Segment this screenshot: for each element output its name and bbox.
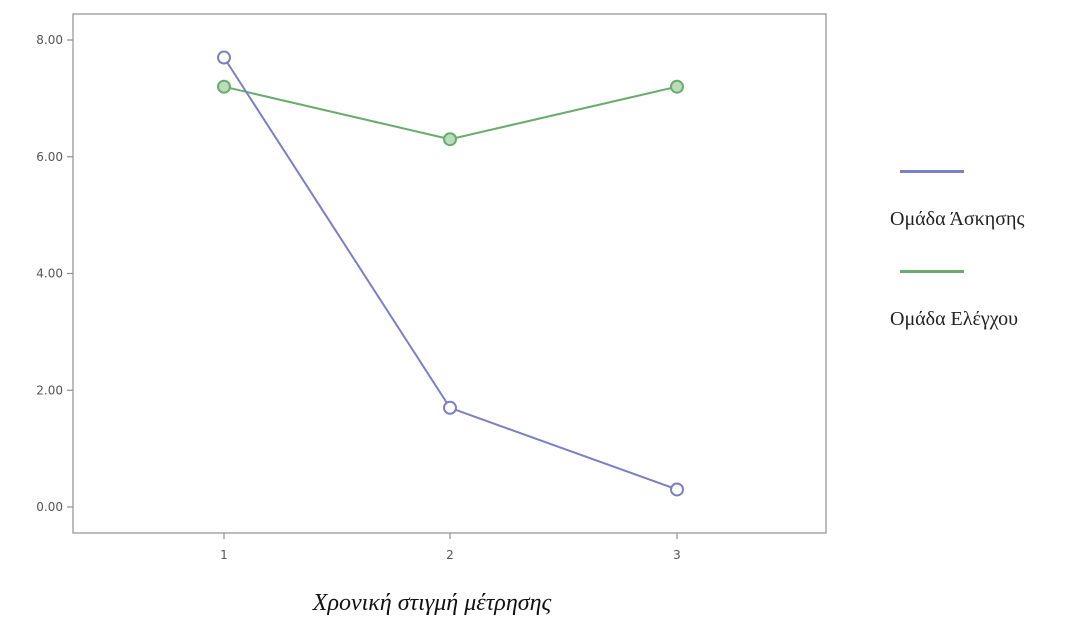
legend-label-control: Ομάδα Ελέγχου [890, 308, 1019, 330]
legend-item-control: Ομάδα Ελέγχου [890, 260, 1085, 360]
y-tick-label: 8.00 [36, 33, 63, 47]
x-tick-label: 3 [673, 548, 681, 562]
y-tick-label: 6.00 [36, 150, 63, 164]
x-axis: 1 2 3 [220, 533, 681, 562]
series-layer [217, 50, 684, 497]
x-tick-label: 2 [446, 548, 454, 562]
data-point-exercise [670, 482, 684, 497]
y-tick-label: 0.00 [36, 500, 63, 514]
data-point-control [217, 79, 231, 94]
plot-frame [72, 13, 827, 534]
legend-item-exercise: Ομάδα Άσκησης [890, 160, 1085, 260]
data-point-control [443, 132, 457, 147]
legend-label-exercise: Ομάδα Άσκησης [890, 208, 1025, 230]
x-tick-label: 1 [220, 548, 228, 562]
y-tick-label: 4.00 [36, 267, 63, 281]
data-point-control [670, 79, 684, 94]
data-point-exercise [217, 50, 231, 65]
legend-swatch-control [900, 270, 964, 273]
legend: Ομάδα Άσκησης Ομάδα Ελέγχου [890, 160, 1085, 360]
y-tick-label: 2.00 [36, 383, 63, 397]
y-axis: 0.00 2.00 4.00 6.00 8.00 [36, 33, 73, 514]
legend-swatch-exercise [900, 170, 964, 173]
x-axis-label: Χρονική στιγμή μέτρησης [312, 590, 552, 616]
data-point-exercise [443, 400, 457, 415]
